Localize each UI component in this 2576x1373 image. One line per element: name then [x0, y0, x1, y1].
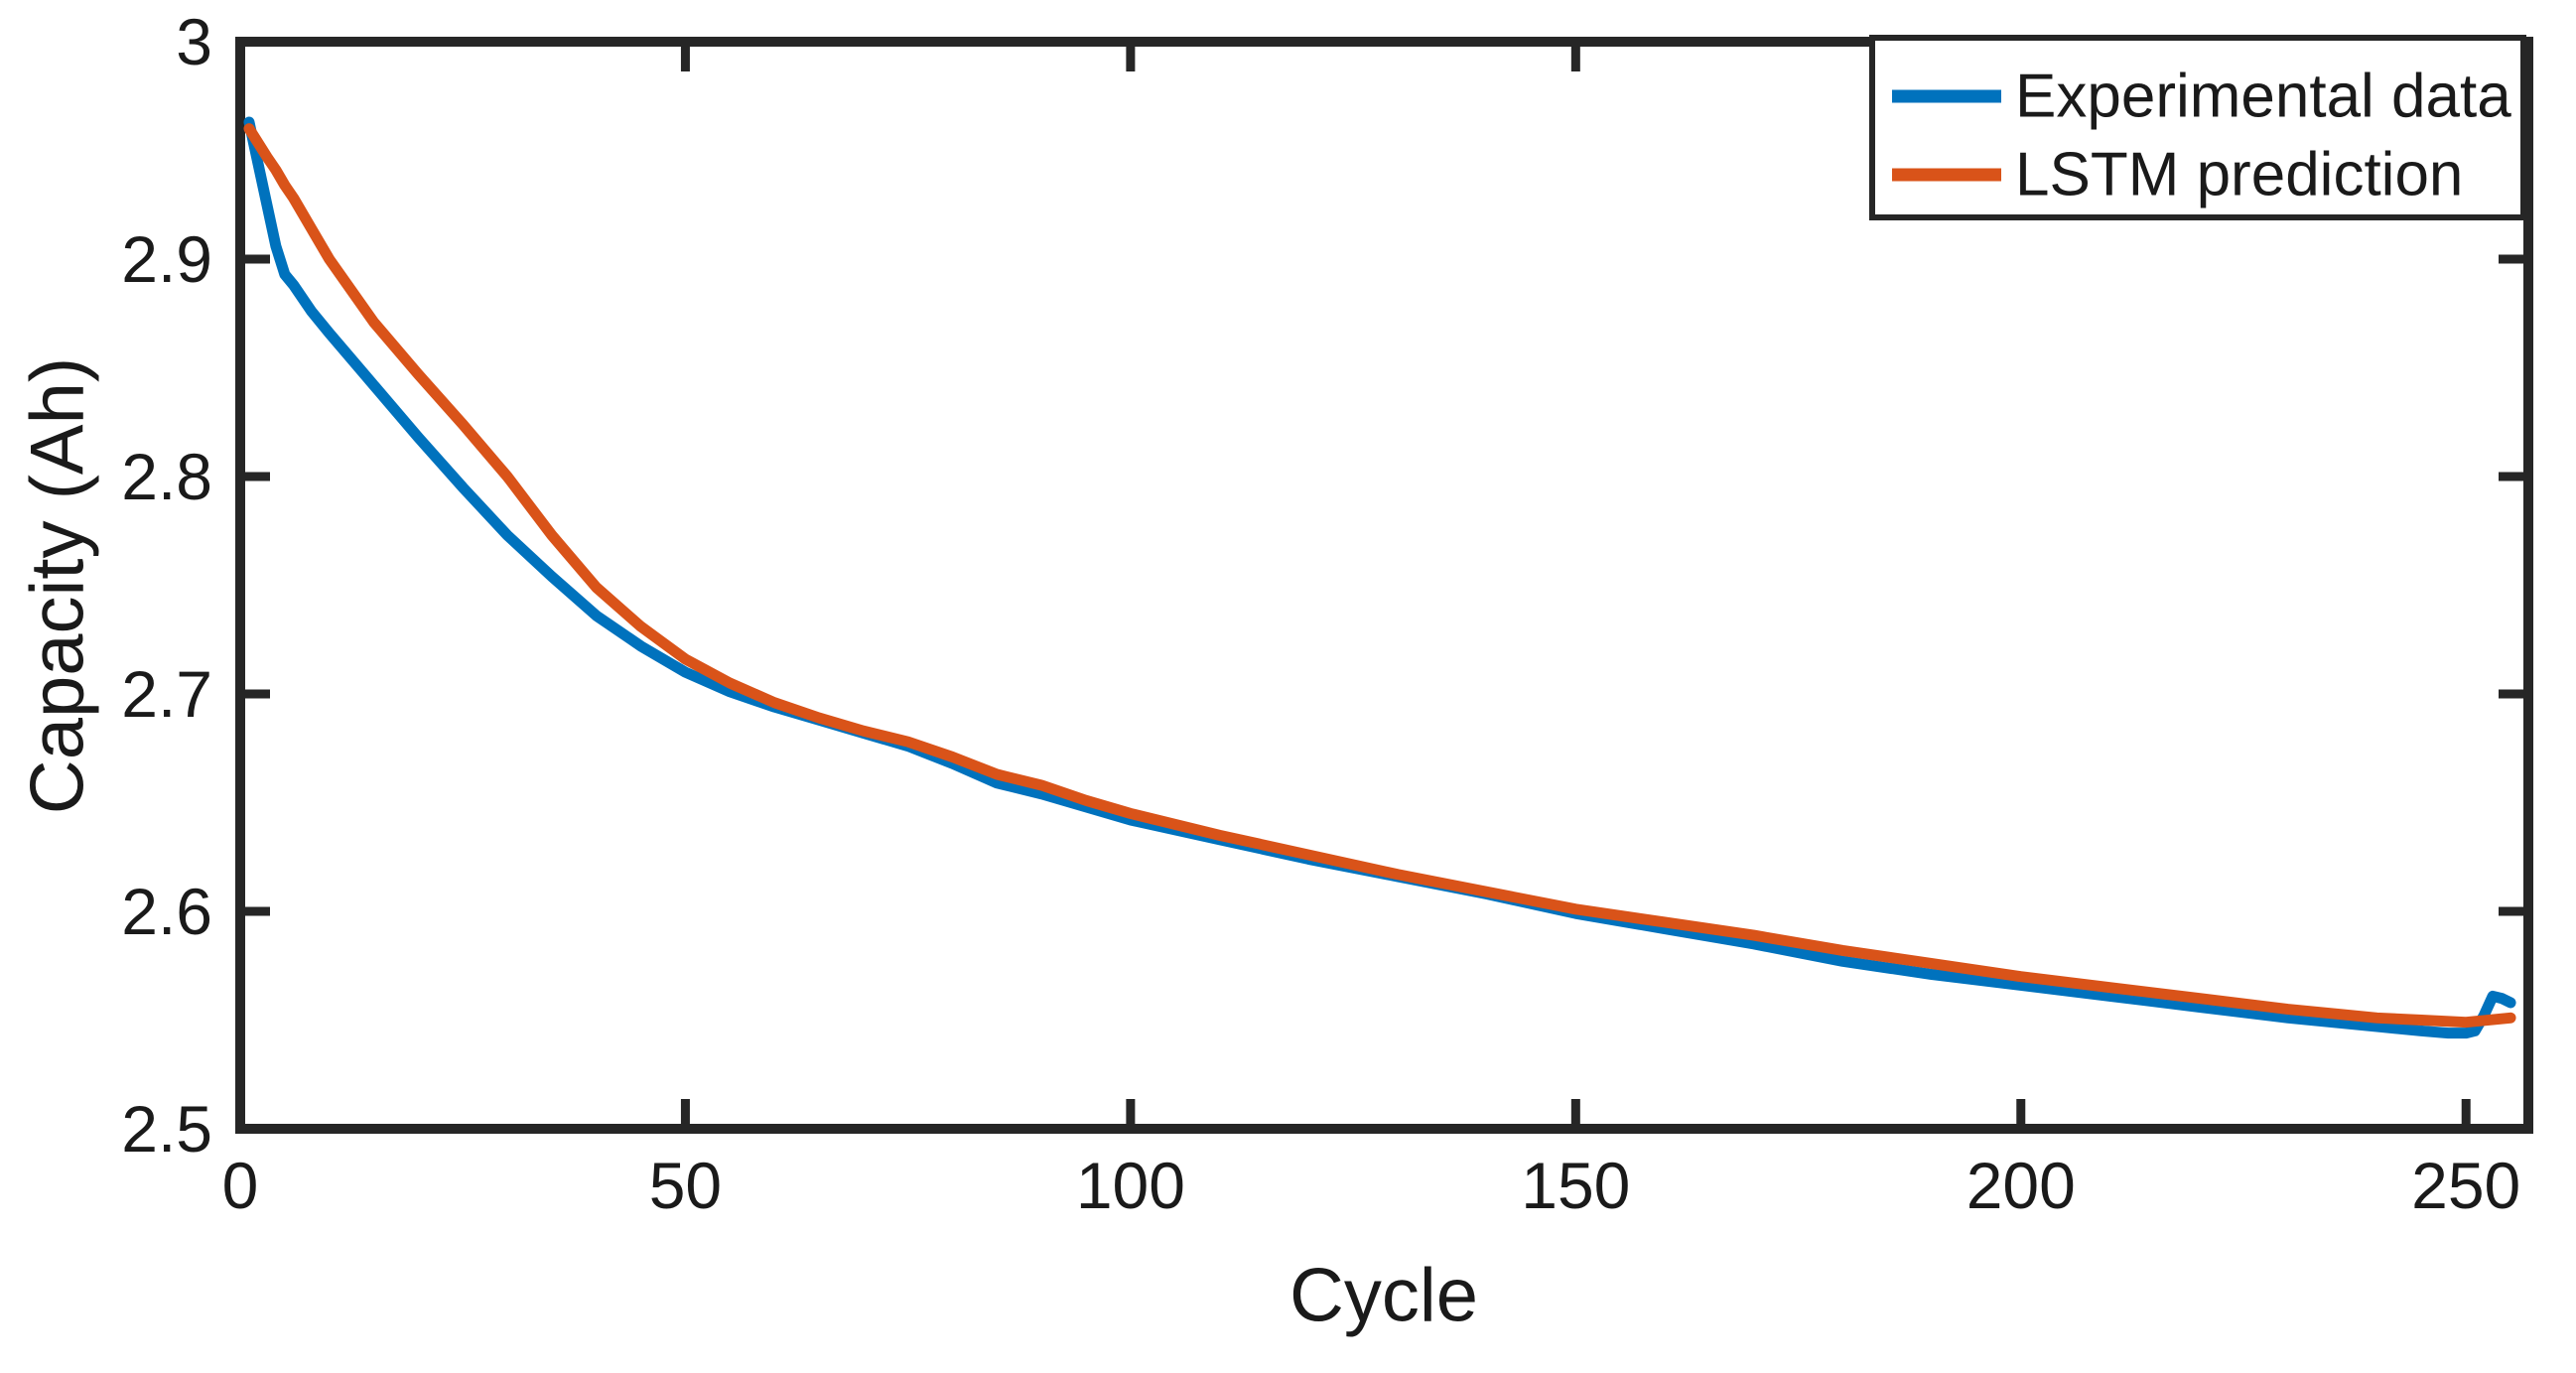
x-tick-label: 200 [1966, 1149, 2076, 1222]
x-axis-title: Cycle [1289, 1254, 1478, 1338]
y-tick-label: 2.9 [121, 222, 212, 296]
y-tick-label: 2.7 [121, 657, 212, 731]
legend: Experimental data LSTM prediction [1869, 35, 2526, 220]
legend-box [1869, 35, 2526, 220]
legend-label-experimental: Experimental data [2015, 63, 2511, 131]
y-tick-label: 3 [176, 5, 212, 78]
legend-label-lstm: LSTM prediction [2015, 141, 2463, 209]
x-tick-labels: 0 50 100 150 200 250 [222, 1149, 2521, 1222]
y-tick-label: 2.8 [121, 440, 212, 513]
x-tick-label: 100 [1076, 1149, 1185, 1222]
plot-frame [235, 37, 2533, 1134]
y-tick-label: 2.6 [121, 875, 212, 948]
y-tick-label: 2.5 [121, 1092, 212, 1166]
y-tick-labels: 2.5 2.6 2.7 2.8 2.9 3 [121, 5, 212, 1166]
x-tick-label: 250 [2411, 1149, 2520, 1222]
x-tick-label: 0 [222, 1149, 259, 1222]
x-tick-label: 50 [649, 1149, 722, 1222]
experimental-data-line [243, 116, 2516, 1039]
lstm-prediction-line [243, 123, 2516, 1029]
y-axis-title: Capacity (Ah) [16, 357, 100, 814]
x-tick-label: 150 [1521, 1149, 1630, 1222]
